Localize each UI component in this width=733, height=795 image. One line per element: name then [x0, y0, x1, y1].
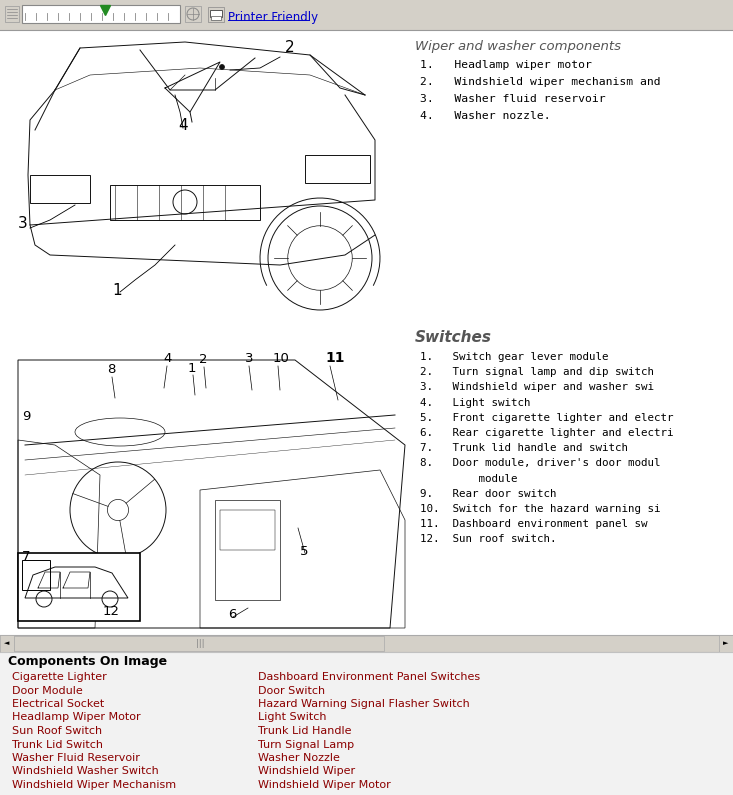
Text: 1: 1 [112, 283, 122, 298]
Text: 1.   Headlamp wiper motor: 1. Headlamp wiper motor [420, 60, 592, 70]
Text: ►: ► [723, 641, 729, 646]
Text: Cigarette Lighter: Cigarette Lighter [12, 672, 107, 682]
Text: Windshield Wiper Mechanism: Windshield Wiper Mechanism [12, 780, 176, 790]
Text: 2.   Windshield wiper mechanism and: 2. Windshield wiper mechanism and [420, 77, 660, 87]
Bar [0, 635, 14, 652]
Bar [719, 635, 733, 652]
Text: 1: 1 [188, 362, 196, 375]
Text: 4: 4 [163, 352, 172, 365]
Bar [5, 6, 19, 22]
Text: Windshield Wiper: Windshield Wiper [258, 766, 355, 777]
Bar [18, 553, 140, 621]
Text: 5: 5 [300, 545, 309, 558]
Text: Trunk Lid Handle: Trunk Lid Handle [258, 726, 352, 736]
Text: 3.   Washer fluid reservoir: 3. Washer fluid reservoir [420, 94, 605, 104]
Bar [0, 30, 733, 635]
Text: Switches: Switches [415, 330, 492, 345]
Text: 2.   Turn signal lamp and dip switch: 2. Turn signal lamp and dip switch [420, 367, 654, 377]
Text: Turn Signal Lamp: Turn Signal Lamp [258, 739, 354, 750]
Text: Washer Nozzle: Washer Nozzle [258, 753, 340, 763]
Text: 10.  Switch for the hazard warning si: 10. Switch for the hazard warning si [420, 504, 660, 514]
Text: Door Switch: Door Switch [258, 685, 325, 696]
Text: 7.   Trunk lid handle and switch: 7. Trunk lid handle and switch [420, 443, 628, 453]
Text: 12: 12 [103, 605, 120, 618]
Text: Dashboard Environment Panel Switches: Dashboard Environment Panel Switches [258, 672, 480, 682]
Bar [215, 500, 280, 600]
Text: 3: 3 [245, 352, 254, 365]
Text: 8: 8 [107, 363, 115, 376]
Text: 12.  Sun roof switch.: 12. Sun roof switch. [420, 534, 556, 545]
Text: 2: 2 [285, 40, 295, 55]
Text: 9: 9 [22, 410, 30, 423]
Text: Windshield Washer Switch: Windshield Washer Switch [12, 766, 159, 777]
Bar [210, 10, 222, 17]
Bar [185, 6, 201, 22]
Text: |||: ||| [196, 639, 205, 648]
Bar [0, 635, 733, 652]
Bar [0, 0, 733, 30]
Text: 7: 7 [22, 550, 31, 563]
Text: Components On Image: Components On Image [8, 655, 167, 668]
Text: 11.  Dashboard environment panel sw: 11. Dashboard environment panel sw [420, 519, 647, 529]
Bar [110, 185, 260, 220]
Text: Trunk Lid Switch: Trunk Lid Switch [12, 739, 103, 750]
Text: Hazard Warning Signal Flasher Switch: Hazard Warning Signal Flasher Switch [258, 699, 470, 709]
Text: Door Module: Door Module [12, 685, 83, 696]
Bar [208, 7, 224, 22]
Text: Printer Friendly: Printer Friendly [228, 10, 318, 24]
Bar [211, 16, 221, 20]
Text: 3: 3 [18, 216, 28, 231]
Text: Electrical Socket: Electrical Socket [12, 699, 104, 709]
Text: 3.   Windshield wiper and washer swi: 3. Windshield wiper and washer swi [420, 382, 654, 393]
Text: Wiper and washer components: Wiper and washer components [415, 40, 621, 53]
Text: module: module [420, 474, 517, 483]
Circle shape [219, 64, 224, 69]
Text: 4: 4 [178, 118, 188, 133]
Bar [30, 175, 90, 203]
Text: 4.   Light switch: 4. Light switch [420, 398, 531, 408]
Bar [22, 560, 50, 590]
Text: 1.   Switch gear lever module: 1. Switch gear lever module [420, 352, 608, 362]
Text: Light Switch: Light Switch [258, 712, 326, 723]
Text: 9.   Rear door switch: 9. Rear door switch [420, 489, 556, 498]
Bar [305, 155, 370, 183]
Text: Headlamp Wiper Motor: Headlamp Wiper Motor [12, 712, 141, 723]
Text: 5.   Front cigarette lighter and electr: 5. Front cigarette lighter and electr [420, 413, 674, 423]
Bar [22, 5, 180, 23]
Text: 4.   Washer nozzle.: 4. Washer nozzle. [420, 111, 550, 121]
Text: 6.   Rear cigarette lighter and electri: 6. Rear cigarette lighter and electri [420, 428, 674, 438]
Text: Sun Roof Switch: Sun Roof Switch [12, 726, 102, 736]
Text: 8.   Door module, driver's door modul: 8. Door module, driver's door modul [420, 459, 660, 468]
Text: 11: 11 [325, 351, 345, 365]
Text: 10: 10 [273, 352, 290, 365]
Bar [220, 510, 275, 550]
Bar [0, 652, 733, 795]
Text: 2: 2 [199, 353, 207, 366]
Text: 6: 6 [228, 608, 236, 621]
Bar [14, 636, 384, 651]
Text: Washer Fluid Reservoir: Washer Fluid Reservoir [12, 753, 140, 763]
Text: Windshield Wiper Motor: Windshield Wiper Motor [258, 780, 391, 790]
Text: ◄: ◄ [4, 641, 10, 646]
